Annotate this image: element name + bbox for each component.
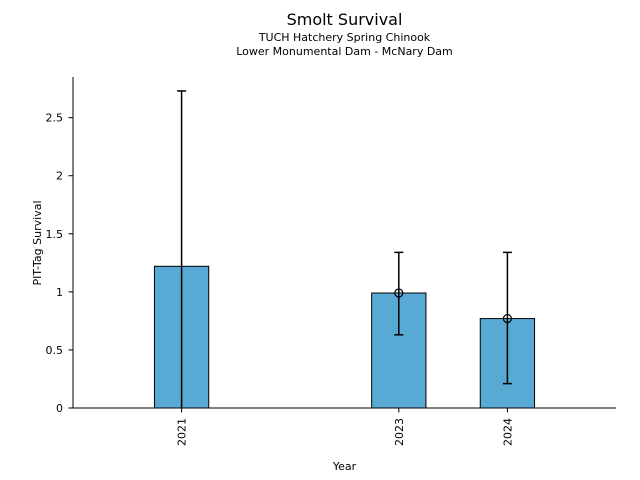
x-axis-label: Year [332, 460, 357, 473]
point-marker-2024 [502, 313, 512, 324]
y-tick-label-0.5: 0.5 [46, 344, 64, 357]
y-tick-label-1.5: 1.5 [46, 228, 64, 241]
y-tick-label-1: 1 [56, 286, 63, 299]
x-tick-label-2021: 2021 [176, 418, 189, 446]
point-marker-2023 [394, 288, 404, 298]
y-tick-label-2.5: 2.5 [46, 112, 64, 125]
x-tick-label-2023: 2023 [393, 418, 406, 446]
chart-subtitle-line-2: Lower Monumental Dam - McNary Dam [236, 45, 453, 58]
y-tick-label-2: 2 [56, 170, 63, 183]
chart-title: Smolt Survival [286, 10, 403, 29]
x-tick-label-2024: 2024 [501, 418, 514, 446]
y-tick-label-0: 0 [56, 402, 63, 415]
chart-subtitle-line-1: TUCH Hatchery Spring Chinook [258, 31, 431, 44]
